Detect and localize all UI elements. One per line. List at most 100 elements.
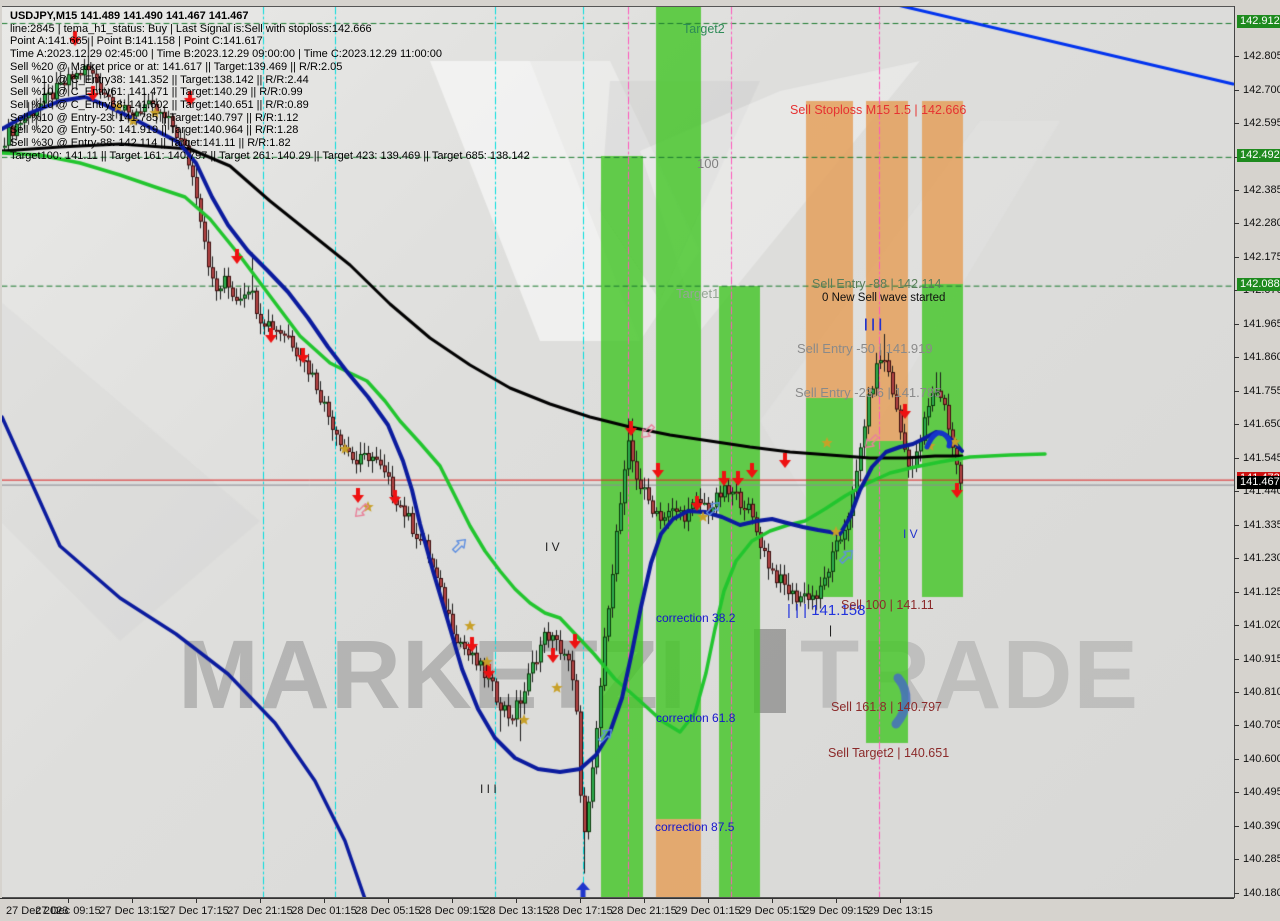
- time-axis-tick: [580, 899, 581, 903]
- ea-info-line: Sell %20 @ Entry-50: 141.919 || Target:1…: [10, 124, 299, 137]
- price-axis-label: 141.965: [1243, 317, 1280, 330]
- time-axis-label: 28 Dec 05:15: [355, 905, 421, 917]
- price-axis-label: 140.810: [1243, 686, 1280, 699]
- time-axis-tick: [452, 899, 453, 903]
- price-axis-label: 141.650: [1243, 418, 1280, 431]
- price-axis-label: 140.495: [1243, 786, 1280, 799]
- price-axis-label: 141.230: [1243, 552, 1280, 565]
- time-axis-tick: [260, 899, 261, 903]
- price-axis-tick: [1234, 290, 1239, 292]
- price-axis-tick: [1234, 825, 1239, 827]
- time-axis-label: 27 Dec 2023: [6, 905, 69, 917]
- price-axis-label: 142.385: [1243, 183, 1280, 196]
- price-axis-tick: [1234, 123, 1239, 125]
- time-axis-tick: [68, 899, 69, 903]
- ea-info-line: Sell %10 @ Entry-23: 141.785 || Target:1…: [10, 111, 299, 124]
- time-axis-tick: [772, 899, 773, 903]
- ea-info-block: USDJPY,M15 141.489 141.490 141.467 141.4…: [10, 10, 530, 162]
- price-axis-tick: [1234, 725, 1239, 727]
- price-axis-label: 140.390: [1243, 819, 1280, 832]
- time-axis-tick: [196, 899, 197, 903]
- price-axis-tick: [1234, 457, 1239, 459]
- price-chart-canvas[interactable]: [2, 7, 1234, 897]
- price-axis-label: 142.280: [1243, 217, 1280, 230]
- time-axis[interactable]: 27 Dec 2023 27 Dec 09:15 27 Dec 13:15 27 De…: [0, 898, 1234, 921]
- price-axis-tick: [1234, 692, 1239, 694]
- price-axis-label: 141.755: [1243, 384, 1280, 397]
- time-axis-tick: [644, 899, 645, 903]
- time-axis-label: 28 Dec 21:15: [611, 905, 677, 917]
- price-axis-tick: [1234, 792, 1239, 794]
- price-axis-tick: [1234, 658, 1239, 660]
- time-axis-label: 29 Dec 01:15: [675, 905, 741, 917]
- price-axis-label: 141.860: [1243, 351, 1280, 364]
- price-axis-label: 142.700: [1243, 83, 1280, 96]
- price-axis-badge: 142.088: [1237, 277, 1280, 291]
- ea-info-line: line:2845 | tema_h1_status: Buy | Last S…: [10, 22, 372, 35]
- ea-info-line: Target100: 141.11 || Target 161: 140.797…: [10, 149, 530, 162]
- price-axis-tick: [1234, 390, 1239, 392]
- price-axis-label: 142.595: [1243, 117, 1280, 130]
- time-axis-label: 28 Dec 01:15: [291, 905, 357, 917]
- price-axis-tick: [1234, 591, 1239, 593]
- time-axis-label: 28 Dec 17:15: [547, 905, 613, 917]
- time-axis-label: 27 Dec 09:15: [35, 905, 101, 917]
- time-axis-tick: [708, 899, 709, 903]
- time-axis-label: 28 Dec 09:15: [419, 905, 485, 917]
- price-axis-tick: [1234, 156, 1239, 158]
- time-axis-label: 29 Dec 13:15: [867, 905, 933, 917]
- price-axis-label: 141.545: [1243, 451, 1280, 464]
- price-axis-tick: [1234, 256, 1239, 258]
- price-axis-label: 140.915: [1243, 652, 1280, 665]
- ea-info-line: Sell %20 @ Market price or at: 141.617 |…: [10, 60, 343, 73]
- price-axis-tick: [1234, 89, 1239, 91]
- price-axis-tick: [1234, 859, 1239, 861]
- price-axis-tick: [1234, 524, 1239, 526]
- price-axis-label: 141.335: [1243, 518, 1280, 531]
- time-axis-tick: [132, 899, 133, 903]
- price-axis-tick: [1234, 892, 1239, 894]
- price-axis-tick: [1234, 491, 1239, 493]
- price-axis-label: 142.175: [1243, 250, 1280, 263]
- price-axis-label: 140.285: [1243, 853, 1280, 866]
- time-axis-label: 28 Dec 13:15: [483, 905, 549, 917]
- price-axis-tick: [1234, 558, 1239, 560]
- time-axis-label: 29 Dec 05:15: [739, 905, 805, 917]
- price-axis-tick: [1234, 357, 1239, 359]
- ea-info-line: Time A:2023.12.29 02:45:00 | Time B:2023…: [10, 48, 442, 61]
- price-axis-tick: [1234, 223, 1239, 225]
- time-axis-label: 29 Dec 09:15: [803, 905, 869, 917]
- price-axis-tick: [1234, 424, 1239, 426]
- price-axis-tick: [1234, 625, 1239, 627]
- price-axis-badge: 141.467: [1237, 475, 1280, 489]
- price-axis-tick: [1234, 56, 1239, 58]
- price-axis-badge: 142.492: [1237, 148, 1280, 162]
- time-axis-tick: [516, 899, 517, 903]
- price-axis-label: 141.125: [1243, 585, 1280, 598]
- time-axis-tick: [900, 899, 901, 903]
- ea-info-line: Sell %10 @ C_Entry61: 141.471 || Target:…: [10, 86, 303, 99]
- price-axis-label: 140.600: [1243, 752, 1280, 765]
- ea-info-line: Sell %30 @ Entry-88: 142.114 || Target:1…: [10, 137, 291, 150]
- ea-info-line: Sell %10 @ C_Entry38: 141.352 || Target:…: [10, 73, 309, 86]
- price-axis-badge: 142.912: [1237, 15, 1280, 28]
- symbol-quote-line: USDJPY,M15 141.489 141.490 141.467 141.4…: [10, 10, 249, 22]
- time-axis-tick: [324, 899, 325, 903]
- price-axis[interactable]: 142.805142.700142.595142.490142.385142.2…: [1234, 0, 1280, 920]
- time-axis-tick: [836, 899, 837, 903]
- price-axis-label: 140.705: [1243, 719, 1280, 732]
- price-axis-border: [1234, 6, 1235, 898]
- time-axis-label: 27 Dec 13:15: [99, 905, 165, 917]
- price-axis-tick: [1234, 323, 1239, 325]
- price-axis-label: 141.020: [1243, 619, 1280, 632]
- ea-info-line: Sell %10 @ C_Entry68: 141.602 || Target:…: [10, 98, 309, 111]
- price-axis-label: 142.805: [1243, 50, 1280, 63]
- price-axis-tick: [1234, 189, 1239, 191]
- time-axis-tick: [388, 899, 389, 903]
- time-axis-label: 27 Dec 21:15: [227, 905, 293, 917]
- price-axis-label: 140.180: [1243, 886, 1280, 899]
- price-axis-tick: [1234, 758, 1239, 760]
- ea-info-line: Point A:141.665 | Point B:141.158 | Poin…: [10, 35, 263, 48]
